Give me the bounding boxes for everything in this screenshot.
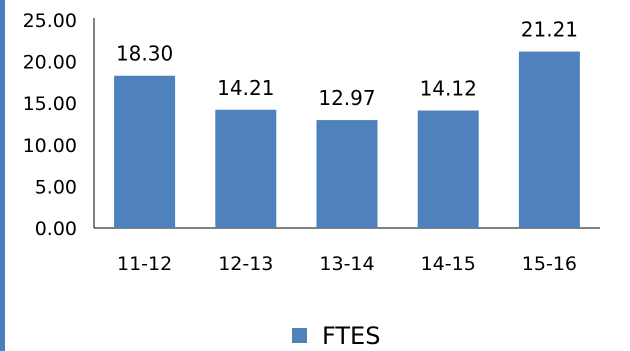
bar — [316, 120, 378, 228]
bar — [215, 109, 277, 228]
bar — [417, 110, 479, 228]
legend-swatch — [292, 328, 307, 343]
y-tick-label: 25.00 — [23, 10, 77, 32]
data-label: 14.12 — [420, 77, 477, 101]
bar — [114, 75, 176, 228]
x-tick-label: 15-16 — [522, 253, 577, 275]
bar — [518, 51, 580, 228]
left-border-rule — [0, 0, 5, 351]
data-label: 12.97 — [318, 86, 375, 110]
y-tick-label: 5.00 — [35, 176, 77, 198]
y-tick-label: 10.00 — [23, 135, 77, 157]
x-tick-label: 11-12 — [117, 253, 172, 275]
data-label: 14.21 — [217, 76, 274, 100]
data-label: 21.21 — [521, 18, 578, 42]
y-tick-label: 20.00 — [23, 52, 77, 74]
y-tick-label: 15.00 — [23, 93, 77, 115]
x-tick-label: 14-15 — [421, 253, 476, 275]
x-tick-label: 13-14 — [319, 253, 374, 275]
legend-label: FTES — [322, 322, 380, 350]
data-label: 18.30 — [116, 42, 173, 66]
x-tick-label: 12-13 — [218, 253, 273, 275]
y-tick-label: 0.00 — [35, 218, 77, 240]
